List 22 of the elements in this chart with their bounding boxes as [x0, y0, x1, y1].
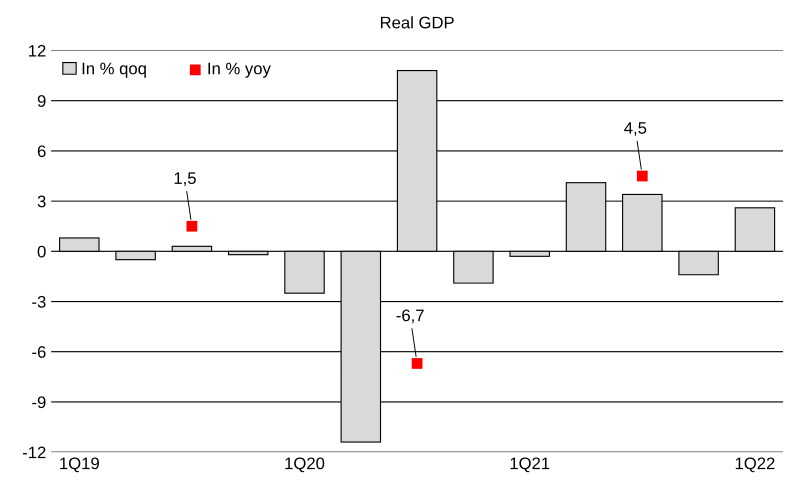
point — [636, 170, 648, 182]
data-label: 4,5 — [624, 122, 646, 136]
point — [186, 220, 198, 232]
data-label: -6,7 — [396, 309, 424, 324]
y-tick-label: 0 — [38, 246, 46, 258]
y-tick-label: 3 — [38, 196, 46, 208]
legend-label: In % yoy — [208, 62, 271, 78]
x-tick-label: 1Q19 — [60, 457, 99, 472]
data-label: 1,5 — [174, 172, 196, 186]
y-tick-label: 9 — [38, 95, 46, 107]
y-tick-label: -12 — [22, 446, 46, 458]
y-tick-label: -6 — [32, 346, 46, 358]
x-tick-label: 1Q22 — [736, 457, 774, 472]
y-tick-label: 6 — [38, 145, 46, 158]
chart-title: Real GDP — [380, 16, 454, 28]
x-tick-label: 1Q20 — [285, 457, 324, 472]
legend-label: In % qoq — [82, 62, 146, 78]
y-tick-label: -9 — [32, 396, 46, 408]
point — [412, 358, 422, 369]
y-tick-label: 12 — [29, 44, 46, 57]
x-tick-label: 1Q21 — [510, 457, 550, 472]
y-tick-label: -3 — [32, 296, 46, 308]
